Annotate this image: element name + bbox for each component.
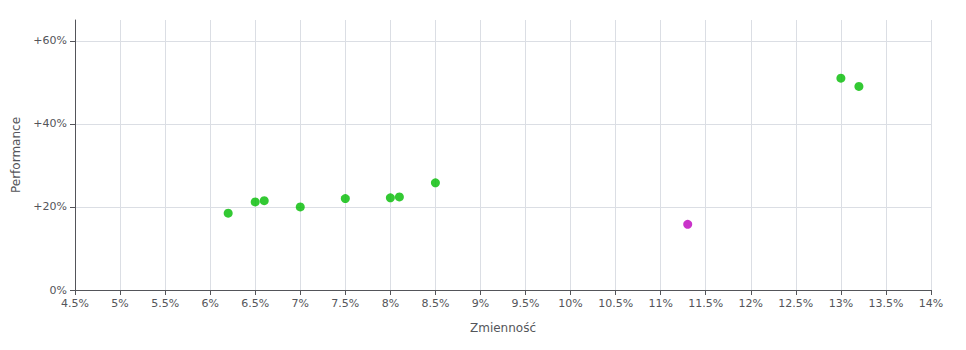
svg-text:8%: 8% [382,297,399,310]
svg-text:13%: 13% [829,297,853,310]
svg-text:Zmienność: Zmienność [470,321,536,335]
svg-text:9%: 9% [472,297,489,310]
svg-text:9.5%: 9.5% [512,297,540,310]
svg-text:12.5%: 12.5% [778,297,813,310]
svg-text:11.5%: 11.5% [688,297,723,310]
svg-text:14%: 14% [919,297,943,310]
svg-text:4.5%: 4.5% [61,297,89,310]
svg-text:+20%: +20% [33,200,67,213]
svg-text:5%: 5% [111,297,128,310]
svg-text:13.5%: 13.5% [868,297,903,310]
svg-text:5.5%: 5.5% [151,297,179,310]
svg-text:0%: 0% [50,284,67,297]
svg-text:10%: 10% [558,297,582,310]
svg-text:7.5%: 7.5% [331,297,359,310]
svg-text:Performance: Performance [9,117,23,193]
svg-text:8.5%: 8.5% [421,297,449,310]
svg-text:11%: 11% [648,297,672,310]
svg-text:+40%: +40% [33,117,67,130]
svg-text:12%: 12% [739,297,763,310]
svg-text:6.5%: 6.5% [241,297,269,310]
svg-text:7%: 7% [292,297,309,310]
svg-text:+60%: +60% [33,34,67,47]
svg-text:10.5%: 10.5% [598,297,633,310]
svg-text:6%: 6% [201,297,218,310]
